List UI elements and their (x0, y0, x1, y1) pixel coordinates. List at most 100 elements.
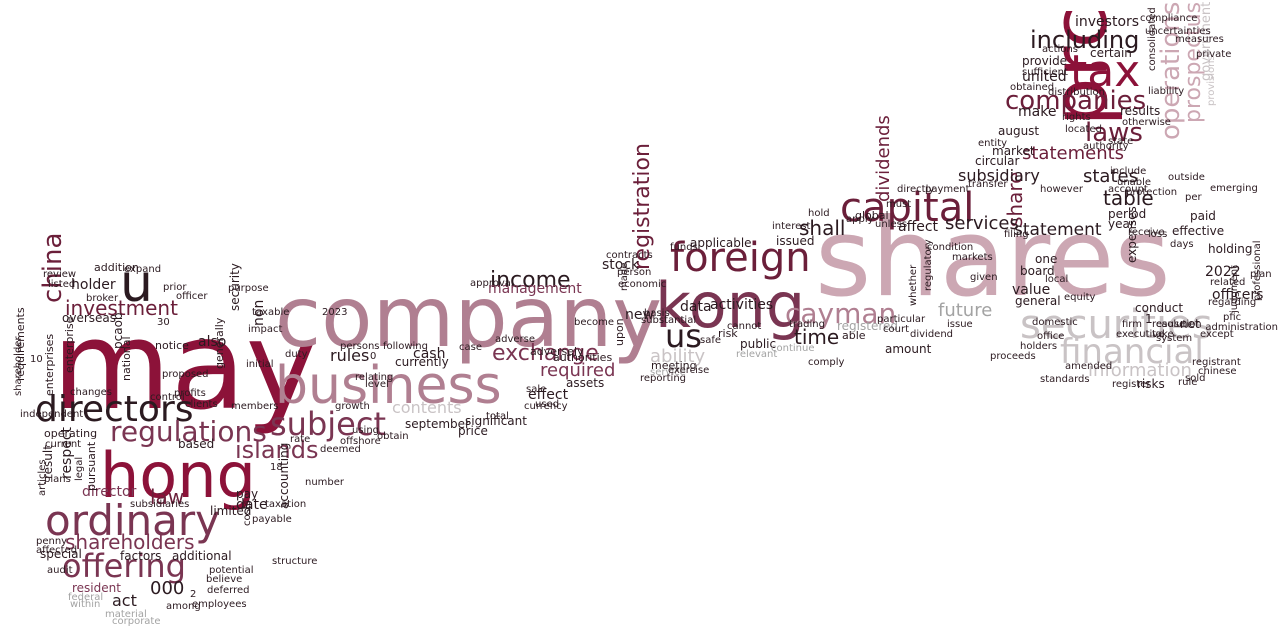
word-exchange: exchange (492, 341, 599, 366)
word-protection: protection (1126, 187, 1178, 198)
word-control: control (150, 392, 185, 403)
word-operating: operating (44, 427, 98, 440)
word-proceeds: proceeds (990, 351, 1036, 362)
word-apply: apply (846, 214, 874, 225)
word-except: except (1200, 329, 1234, 340)
word-holder: holder (71, 277, 116, 293)
word-meeting: meeting (651, 359, 697, 372)
word-adverse: adverse (495, 334, 536, 345)
word-loss: loss (1148, 229, 1168, 240)
word-adversely: adversely (530, 345, 584, 358)
word-2023: 2023 (322, 307, 348, 318)
word-holding: holding (1208, 242, 1253, 256)
word-used: used (535, 399, 560, 410)
word-value: value (1012, 282, 1051, 298)
word-given: given (970, 272, 998, 283)
word-including: including (1030, 26, 1140, 54)
word-contracts: contracts (606, 250, 653, 261)
word-pfic: pfic (1223, 312, 1242, 323)
word-statements: statements (1022, 143, 1125, 164)
word-initial: initial (246, 359, 274, 370)
word-directors: directors (35, 389, 194, 430)
word-kong: kong (655, 269, 806, 342)
word-securities: securities (1020, 302, 1213, 348)
word-resident: resident (72, 581, 121, 595)
word-income: income (490, 268, 571, 293)
word-certain: certain (1090, 46, 1132, 60)
word-business: business (275, 356, 502, 416)
word-national: national (120, 336, 133, 382)
word-issue: issue (947, 319, 973, 330)
word-conduct: conduct (1135, 301, 1184, 315)
word-non: non (251, 300, 267, 327)
word-particular: particular (877, 314, 926, 325)
word-clients: clients (185, 399, 218, 410)
word-shall: shall (799, 216, 846, 240)
word-equity: equity (1064, 292, 1096, 303)
word-limited: limited (210, 504, 252, 518)
word-market: market (992, 144, 1035, 158)
word-risks: risks (1137, 377, 1165, 391)
word-ability: ability (650, 346, 706, 367)
word-court: court (883, 324, 909, 335)
word-within: within (70, 599, 101, 610)
word-tax: tax (1070, 46, 1141, 97)
word-notice: notice (155, 339, 189, 352)
word-markets: markets (952, 252, 993, 263)
word-effective: effective (1172, 224, 1225, 238)
word-affected: affected (36, 545, 78, 556)
word-year: year (1108, 217, 1135, 231)
word-may: may (52, 295, 318, 437)
word-authority: authority (1083, 141, 1129, 152)
word-general: general (1015, 294, 1061, 308)
word-currently: currently (395, 355, 449, 369)
word-results: results (1120, 104, 1161, 118)
word-future: future (938, 300, 993, 321)
word-contents: contents (392, 398, 462, 417)
word-per: per (1185, 192, 1202, 203)
word-public: public (740, 337, 777, 351)
word-company: company (275, 268, 663, 366)
word-investors: investors (1075, 14, 1140, 30)
word-2022: 2022 (1205, 264, 1241, 280)
word-capital: capital (840, 185, 975, 231)
word-generally: generally (213, 317, 226, 370)
word-states: states (1083, 166, 1138, 187)
word-prior: prior (163, 282, 187, 293)
word-date: date (236, 497, 268, 513)
word-stock: stock (602, 257, 640, 273)
word-reporting: reporting (640, 373, 687, 384)
word-table: table (1103, 186, 1154, 210)
word-u: u (120, 254, 153, 314)
word-audit: audit (47, 565, 73, 576)
word-foreign: foreign (670, 235, 811, 281)
word-cayman: cayman (785, 297, 897, 330)
word-rate: rate (290, 434, 311, 445)
word-take: take (1152, 329, 1174, 340)
word-payable: payable (252, 514, 292, 525)
word-financial: financial (1060, 332, 1204, 372)
word-number: number (305, 477, 345, 488)
word-among: among (166, 601, 201, 612)
word-rules: rules (330, 346, 370, 365)
word-include: include (1110, 166, 1147, 177)
word-directly: directly (897, 184, 935, 195)
word-provide: provide (1022, 54, 1068, 68)
word-structure: structure (272, 556, 318, 567)
word-rights: rights (1062, 112, 1091, 123)
word-shareholder: shareholder (13, 336, 24, 396)
word-dividend: dividend (910, 329, 954, 340)
word-level: level (365, 379, 389, 390)
word-registrant: registrant (1192, 357, 1241, 368)
word-must: must (886, 199, 912, 210)
word-legal: legal (74, 456, 85, 481)
word-regarding: regarding (1208, 297, 1257, 308)
word-system: system (1156, 333, 1193, 344)
word-board: board (1020, 264, 1055, 278)
word-taxation: taxation (265, 499, 307, 510)
word-pay: pay (236, 487, 259, 501)
word-30: 30 (157, 317, 170, 328)
word-rule: rule (1178, 377, 1198, 388)
word-otherwise: otherwise (1122, 117, 1171, 128)
word-persons: persons (340, 341, 380, 352)
